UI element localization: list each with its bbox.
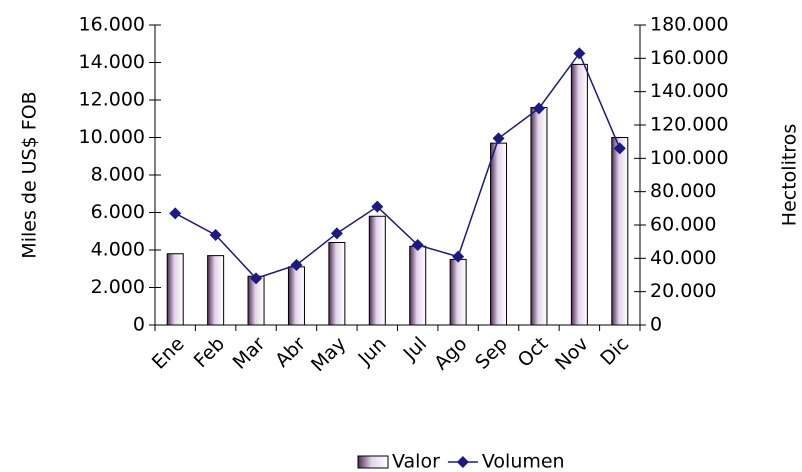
marker [169, 207, 182, 220]
bar [530, 107, 548, 326]
bar [611, 137, 629, 326]
bar [328, 242, 346, 326]
y-tick-label: 12.000 [79, 89, 145, 111]
bar [287, 266, 305, 326]
y2-tick-label: 160.000 [650, 47, 729, 69]
marker [573, 47, 586, 60]
y2-tick-label: 120.000 [650, 114, 729, 136]
marker [613, 142, 626, 155]
y-axis-title: Miles de US$ FOB [19, 91, 41, 258]
x-tick-label: Oct [514, 333, 553, 372]
y-tick-label: 10.000 [79, 126, 145, 148]
x-tick-label: Ene [148, 333, 189, 374]
x-tick-label: Jul [399, 333, 431, 365]
x-tick-label: Sep [471, 333, 512, 374]
y2-axis-title: Hectolitros [779, 124, 801, 226]
marker [411, 239, 424, 251]
legend-marker [456, 456, 469, 468]
y-tick-label: 0 [133, 314, 145, 336]
y2-tick-label: 100.000 [650, 147, 729, 169]
x-tick-label: Dic [596, 333, 633, 370]
marker [330, 227, 343, 240]
x-tick-label: Abr [271, 333, 310, 372]
bar [570, 63, 588, 326]
bar [207, 255, 225, 326]
legend-label: Volumen [482, 451, 565, 472]
y2-tick-label: 60.000 [650, 214, 716, 236]
y-tick-label: 14.000 [79, 51, 145, 73]
marker [532, 102, 545, 115]
bar [368, 215, 386, 326]
marker [209, 229, 222, 241]
y-tick-label: 4.000 [91, 239, 145, 261]
y-tick-label: 16.000 [79, 14, 145, 36]
legend-label: Valor [392, 451, 440, 472]
marker [492, 132, 505, 145]
y-tick-label: 2.000 [91, 276, 145, 298]
bar [490, 142, 508, 326]
x-tick-label: Feb [190, 333, 229, 372]
marker [452, 250, 465, 263]
x-tick-label: May [307, 333, 350, 376]
y-tick-label: 8.000 [91, 164, 145, 186]
marker [290, 259, 303, 271]
y2-tick-label: 180.000 [650, 14, 729, 36]
y-tick-label: 6.000 [91, 201, 145, 223]
bar [409, 245, 427, 326]
bar [449, 258, 467, 326]
x-tick-label: Jun [353, 333, 390, 370]
legend-swatch [357, 455, 389, 469]
y2-tick-label: 40.000 [650, 247, 716, 269]
x-tick-label: Nov [551, 333, 593, 375]
y2-tick-label: 140.000 [650, 80, 729, 102]
y2-tick-label: 80.000 [650, 180, 716, 202]
x-tick-label: Mar [229, 333, 270, 374]
y2-tick-label: 0 [650, 314, 662, 336]
line [174, 51, 621, 280]
marker [371, 200, 384, 213]
x-tick-label: Ago [430, 333, 471, 374]
y2-tick-label: 20.000 [650, 280, 716, 302]
bar [166, 253, 184, 326]
marker [250, 272, 263, 285]
